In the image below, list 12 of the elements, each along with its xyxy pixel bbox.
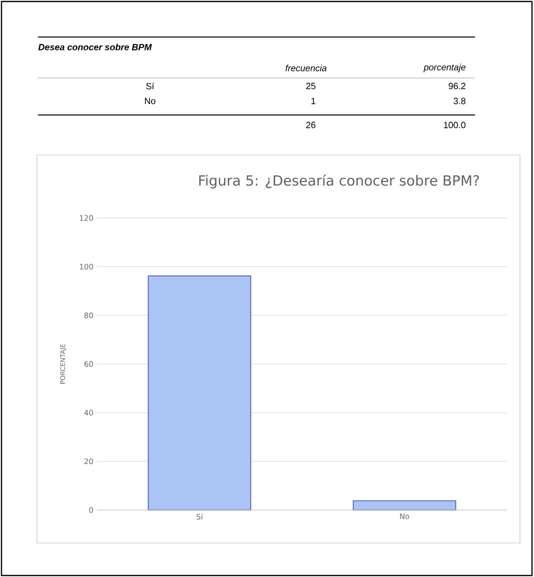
text: 96.2 — [448, 82, 466, 90]
text: Sí — [146, 82, 154, 90]
text: 26 — [306, 122, 316, 128]
chart-title: Figura 5: ¿Desearía conocer sobre BPM? — [199, 174, 479, 188]
text: 100.0 — [444, 122, 466, 128]
text: 25 — [306, 82, 316, 90]
text: porcentaje — [424, 64, 466, 72]
text: No — [144, 98, 156, 104]
text: Desea conocer sobre BPM — [38, 44, 152, 50]
text: frecuencia — [286, 64, 326, 72]
text: 1 — [311, 98, 316, 104]
text: 3.8 — [454, 98, 466, 104]
